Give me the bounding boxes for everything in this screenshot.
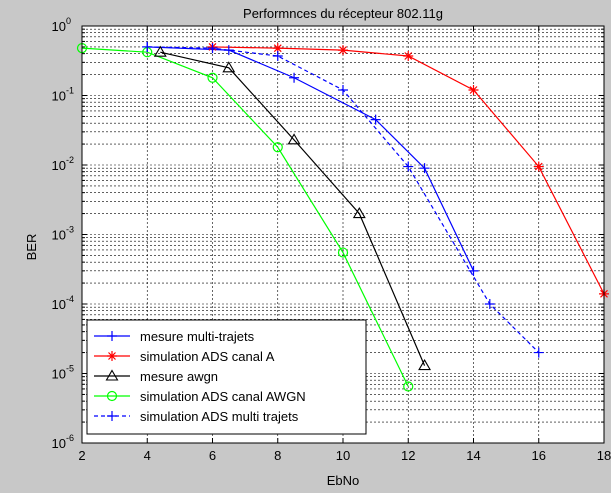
data-point xyxy=(533,347,544,358)
chart-title: Performnces du récepteur 802.11g xyxy=(243,6,443,21)
y-tick-label: 10 xyxy=(52,19,66,34)
legend-marker xyxy=(106,390,118,402)
legend-marker xyxy=(105,369,119,381)
data-point xyxy=(418,358,432,371)
x-tick-label: 12 xyxy=(401,448,415,463)
x-tick-label: 14 xyxy=(466,448,480,463)
data-point xyxy=(222,61,236,73)
y-tick-exponent: -6 xyxy=(66,433,74,443)
x-tick-label: 16 xyxy=(532,448,546,463)
y-tick-label: 10 xyxy=(52,367,66,382)
y-tick-label: 10 xyxy=(52,297,66,312)
data-point xyxy=(403,51,414,62)
legend-box xyxy=(86,319,367,435)
data-point xyxy=(289,72,300,83)
data-point xyxy=(484,299,495,309)
x-tick-label: 10 xyxy=(336,448,350,463)
legend-label: simulation ADS canal A xyxy=(140,349,275,364)
data-point xyxy=(468,265,479,276)
data-point xyxy=(403,381,414,392)
y-tick-label: 10 xyxy=(52,436,66,451)
x-tick-label: 2 xyxy=(78,448,85,463)
x-tick-label: 4 xyxy=(144,448,151,463)
series-line-3 xyxy=(160,51,426,366)
data-point xyxy=(419,163,430,174)
y-tick-label: 10 xyxy=(52,158,66,173)
y-tick-exponent: -1 xyxy=(66,86,74,96)
y-tick-exponent: -3 xyxy=(66,225,74,235)
y-tick-exponent: -4 xyxy=(66,294,74,304)
y-tick-exponent: -2 xyxy=(66,155,74,165)
data-point xyxy=(403,161,414,172)
legend: mesure multi-trajets simulation ADS canal… xyxy=(86,319,367,435)
data-point xyxy=(142,41,153,52)
data-point xyxy=(272,51,283,62)
data-point xyxy=(207,43,218,54)
data-point xyxy=(223,45,234,56)
legend-label: mesure awgn xyxy=(140,369,218,384)
data-point xyxy=(272,142,283,153)
y-axis-label: BER xyxy=(24,234,39,261)
legend-marker xyxy=(107,411,117,421)
data-point xyxy=(338,45,348,56)
series-line-4 xyxy=(81,47,409,387)
data-point xyxy=(287,133,301,145)
x-tick-label: 6 xyxy=(209,448,216,463)
legend-marker xyxy=(107,351,117,361)
x-tick-labels: 2 4 6 8 10 12 14 16 18 xyxy=(78,448,611,463)
y-tick-exponent: -5 xyxy=(66,364,74,374)
y-tick-label: 10 xyxy=(52,89,66,104)
data-point xyxy=(352,206,366,219)
data-point xyxy=(533,161,544,172)
data-point xyxy=(370,114,381,125)
legend-marker xyxy=(107,331,117,341)
data-point xyxy=(337,247,349,258)
axes-frame xyxy=(81,25,605,444)
legend-label: mesure multi-trajets xyxy=(140,329,255,344)
data-point xyxy=(272,43,283,54)
x-axis-label: EbNo xyxy=(327,473,360,488)
legend-label: simulation ADS multi trajets xyxy=(140,409,299,424)
data-point xyxy=(207,72,218,83)
data-point xyxy=(338,84,348,95)
legend-label: simulation ADS canal AWGN xyxy=(140,389,306,404)
series-markers xyxy=(76,41,609,392)
x-tick-label: 8 xyxy=(274,448,281,463)
y-tick-label: 10 xyxy=(52,228,66,243)
y-tick-exponent: 0 xyxy=(66,16,71,26)
x-tick-label: 18 xyxy=(597,448,611,463)
data-point xyxy=(468,84,479,95)
data-point xyxy=(153,45,167,57)
